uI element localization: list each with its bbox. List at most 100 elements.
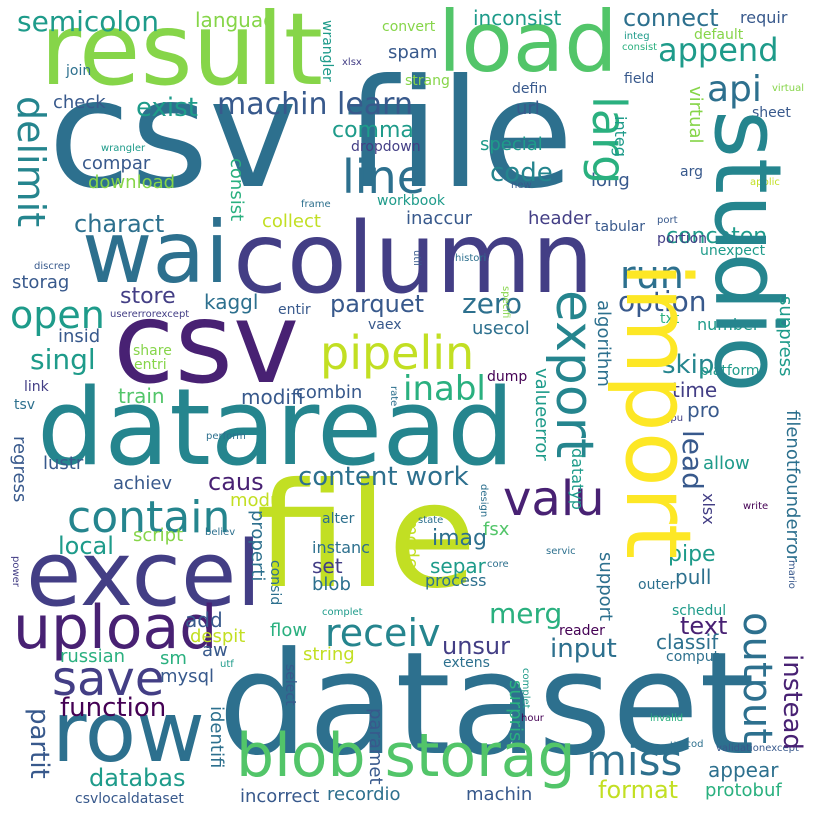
word-filenotfounderror: filenotfounderror	[782, 410, 803, 563]
word-core: design	[478, 484, 489, 518]
word-row: row	[52, 683, 205, 781]
word-complet: believ	[205, 527, 236, 538]
word-usecol: usecol	[472, 318, 530, 339]
word-pull: pull	[675, 565, 712, 589]
word-url: url	[516, 98, 540, 119]
word-consid: consid	[267, 560, 283, 606]
word-regress: regress	[9, 436, 30, 503]
word-wai: wai	[82, 203, 229, 303]
word-run: run	[620, 253, 684, 297]
word-combin: combin	[296, 382, 363, 403]
word-header: header	[528, 208, 592, 229]
word-storag: storag	[12, 272, 70, 293]
word-write: rate	[388, 386, 399, 407]
word-line: line	[342, 150, 426, 204]
word-requir: requir	[740, 8, 788, 27]
word-wrangler: wrangler	[319, 20, 335, 82]
word-excel: excel	[26, 522, 262, 627]
word-pipelin: pipelin	[320, 326, 475, 380]
word-code: code	[490, 158, 553, 188]
word-consol: wrangler	[101, 143, 146, 154]
word-machin-learn: machin learn	[217, 87, 413, 122]
word-validationexcept: complet	[322, 607, 363, 618]
word-rate: util	[411, 250, 422, 266]
word-join: join	[66, 63, 92, 79]
word-schedul: schedul	[672, 603, 727, 619]
word-default: default	[694, 27, 744, 43]
word-utf: write	[743, 501, 769, 512]
word-spreadsheet: mario	[786, 560, 797, 589]
word-partit: partit	[24, 708, 54, 779]
word-alter: alter	[322, 511, 355, 527]
word-upload: upload	[13, 593, 218, 663]
word-hour: servic	[546, 546, 576, 557]
word-discrep: applic	[750, 177, 780, 188]
word-histori: new	[511, 180, 532, 191]
word-dataset: dataset	[218, 622, 755, 787]
word-sm: sm	[160, 648, 187, 669]
word-kaggl: kaggl	[204, 290, 259, 314]
word-extens: extens	[443, 655, 490, 671]
word-local: local	[58, 532, 114, 560]
word-tsv: tsv	[14, 397, 36, 413]
word-set: set	[312, 554, 343, 578]
word-applic: consist	[622, 42, 658, 53]
word-select: select	[282, 664, 298, 706]
word-believ: gpu	[664, 413, 684, 424]
word-string: string	[303, 644, 355, 665]
word-flow: flow	[270, 620, 308, 641]
word-modifi: modifi	[241, 385, 304, 409]
word-append: append	[658, 31, 779, 69]
word-store: store	[120, 284, 176, 309]
word-receiv: receiv	[325, 611, 441, 655]
word-txt: txt	[660, 311, 680, 327]
word-creat: unicod	[670, 739, 704, 750]
word-suppress: suppress	[775, 296, 796, 377]
word-vaex: vaex	[368, 317, 402, 333]
word-workbook: workbook	[377, 193, 446, 209]
word-csvlocaldataset: csvlocaldataset	[75, 791, 184, 807]
word-semicolon: semicolon	[17, 5, 160, 38]
word-allow: allow	[703, 453, 750, 474]
word-skip: skip	[662, 350, 715, 380]
word-classif: classif	[656, 630, 719, 654]
word-lustr: lustr	[43, 453, 84, 474]
word-fsx: fsx	[483, 519, 510, 540]
word-surpris: surpris	[505, 680, 526, 742]
word-properti: properti	[247, 510, 268, 582]
word-text: text	[680, 612, 728, 640]
word-charact: charact	[74, 210, 165, 238]
word-parquet: parquet	[330, 290, 425, 318]
word-strang: strang	[405, 73, 450, 89]
word-studio: studio	[694, 110, 801, 393]
word-machin: machin	[466, 784, 533, 805]
word-design: state	[418, 515, 444, 526]
word-mysql: mysql	[160, 666, 214, 687]
word-virtual: virtual	[685, 86, 706, 144]
word-sheet: sheet	[752, 105, 791, 121]
word-algorithm: algorithm	[593, 300, 614, 387]
word-blob: blob	[312, 574, 351, 595]
word-script: script	[133, 525, 184, 546]
word-despit: despit	[190, 626, 246, 647]
word-tabular: tabular	[595, 219, 646, 235]
word-train: train	[118, 384, 165, 408]
word-databas: databas	[89, 764, 186, 792]
word-contain: contain	[67, 492, 231, 543]
word-inaccur: inaccur	[406, 208, 473, 229]
word-specifi: frame	[301, 199, 331, 210]
word-integ: integ	[611, 116, 630, 157]
word-file: file	[256, 452, 477, 621]
word-miss: miss	[586, 736, 683, 785]
word-util: specifi	[500, 286, 511, 319]
word-dataread: dataread	[37, 366, 515, 489]
word-valu: valu	[503, 471, 605, 527]
word-arg: arg	[680, 164, 703, 180]
word-consist: consist	[226, 158, 247, 222]
word-mario: complet	[520, 668, 531, 709]
word-state: usererrorexcept	[110, 309, 190, 320]
word-share: share	[133, 343, 172, 359]
word-russian: russian	[60, 646, 126, 667]
word-achiev: achiev	[113, 473, 173, 494]
